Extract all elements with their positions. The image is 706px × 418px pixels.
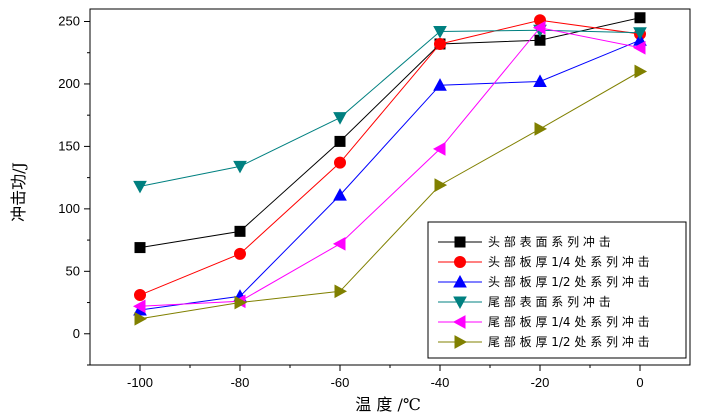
data-point — [332, 236, 346, 251]
series-1 — [134, 12, 646, 254]
legend-entry: 头 部 板 厚 1/2 处 系 列 冲 击 — [438, 274, 650, 289]
series-2 — [134, 14, 646, 302]
legend-label: 头 部 表 面 系 列 冲 击 — [488, 234, 611, 249]
data-point — [234, 225, 246, 237]
data-point — [532, 20, 546, 35]
y-tick-label: 150 — [58, 138, 80, 153]
legend-entry: 尾 部 板 厚 1/2 处 系 列 冲 击 — [438, 334, 650, 349]
data-point — [633, 27, 647, 40]
data-point — [632, 40, 646, 55]
legend-entry: 尾 部 板 厚 1/4 处 系 列 冲 击 — [438, 314, 650, 329]
x-tick-label: -60 — [331, 375, 350, 390]
series-line — [139, 71, 641, 320]
series-line — [139, 19, 641, 296]
y-axis-title: 冲击功/J — [9, 162, 28, 222]
series-line — [139, 39, 641, 311]
legend-box — [427, 221, 687, 359]
data-point — [234, 295, 248, 310]
data-point — [333, 188, 347, 201]
x-tick-label: -80 — [231, 375, 250, 390]
y-tick-label: 100 — [58, 201, 80, 216]
legend-entry: 头 部 表 面 系 列 冲 击 — [438, 234, 611, 249]
data-point — [533, 74, 547, 87]
series-4 — [133, 24, 647, 194]
data-point — [634, 12, 646, 24]
y-tick-label: 50 — [66, 263, 80, 278]
data-point — [334, 135, 346, 147]
legend-label: 尾 部 板 厚 1/4 处 系 列 冲 击 — [488, 314, 650, 329]
legend-marker — [452, 315, 466, 329]
data-point — [233, 160, 247, 174]
legend-label: 头 部 板 厚 1/2 处 系 列 冲 击 — [488, 274, 650, 289]
legend: 头 部 表 面 系 列 冲 击头 部 板 厚 1/4 处 系 列 冲 击头 部 … — [427, 221, 687, 359]
y-tick-label: 200 — [58, 76, 80, 91]
legend-entry: 尾 部 表 面 系 列 冲 击 — [438, 294, 611, 310]
legend-entry: 头 部 板 厚 1/4 处 系 列 冲 击 — [438, 254, 650, 269]
y-tick-label: 250 — [58, 13, 80, 28]
x-tick-label: -40 — [431, 375, 450, 390]
legend-marker — [454, 256, 466, 268]
data-point — [134, 289, 146, 302]
data-point — [234, 247, 246, 260]
axes-layer: -100 -80 -60 -40 -20 0 0 50 100 150 200 250 — [58, 13, 643, 390]
series-line — [139, 27, 641, 307]
legend-marker — [454, 236, 466, 248]
series-5 — [132, 20, 646, 314]
legend-label: 尾 部 表 面 系 列 冲 击 — [488, 294, 611, 309]
data-point — [433, 78, 447, 91]
x-tick-label: -100 — [127, 375, 153, 390]
data-point — [634, 64, 648, 79]
x-tick-label: -20 — [531, 375, 550, 390]
legend-marker — [453, 274, 467, 288]
data-point — [134, 242, 146, 254]
x-tick-label: 0 — [636, 375, 643, 390]
y-tick-label: 0 — [73, 326, 80, 341]
data-point — [434, 178, 448, 192]
data-point — [433, 25, 447, 39]
data-point — [434, 37, 446, 50]
legend-marker — [454, 335, 468, 349]
legend-label: 头 部 板 厚 1/4 处 系 列 冲 击 — [488, 254, 650, 269]
data-point — [134, 311, 148, 326]
data-point — [432, 142, 446, 156]
data-point — [333, 112, 347, 125]
legend-label: 尾 部 板 厚 1/2 处 系 列 冲 击 — [488, 334, 650, 349]
series-layer — [132, 12, 648, 326]
legend-marker — [453, 296, 467, 310]
x-axis-title: 温 度 /℃ — [355, 395, 420, 414]
data-point — [334, 156, 346, 169]
data-point — [334, 284, 348, 299]
data-point — [534, 122, 548, 136]
series-line — [139, 17, 641, 249]
series-6 — [134, 64, 648, 326]
series-line — [139, 29, 641, 187]
data-point — [133, 180, 147, 194]
data-point — [132, 299, 146, 314]
